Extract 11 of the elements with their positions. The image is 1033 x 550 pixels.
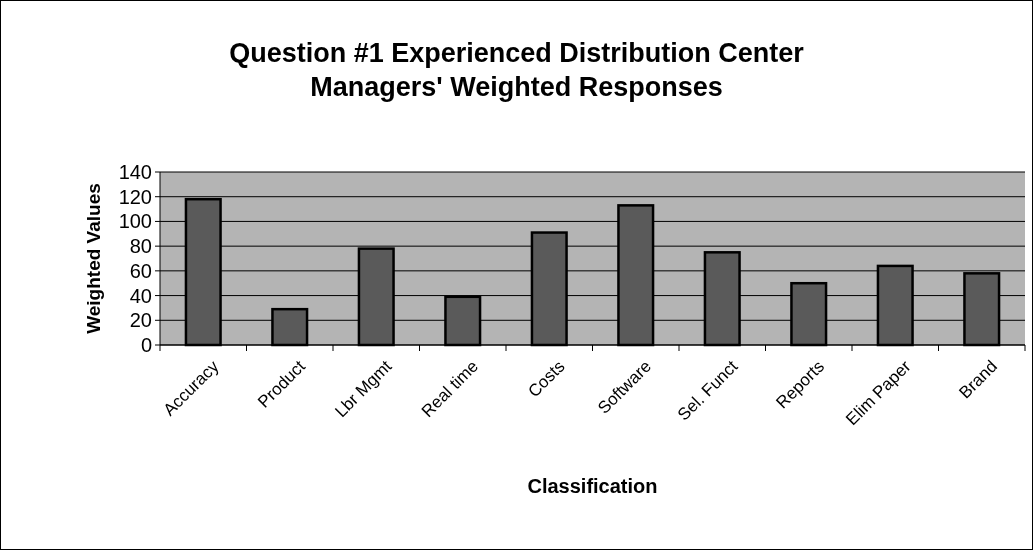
- y-tick-label: 40: [129, 284, 152, 307]
- y-tick-label: 80: [129, 235, 152, 258]
- y-tick-label: 120: [118, 185, 152, 208]
- y-tick-label: 60: [129, 259, 152, 282]
- y-tick-label: 0: [140, 334, 152, 356]
- x-axis-title: Classification: [527, 475, 658, 497]
- y-tick-label: 140: [118, 161, 152, 183]
- y-tick-label: 20: [129, 309, 152, 332]
- chart-title: Question #1 Experienced Distribution Center Managers' Weighted Responses: [229, 38, 805, 102]
- y-axis-title: Weighted Values: [83, 183, 104, 334]
- y-tick-label: 100: [118, 210, 152, 233]
